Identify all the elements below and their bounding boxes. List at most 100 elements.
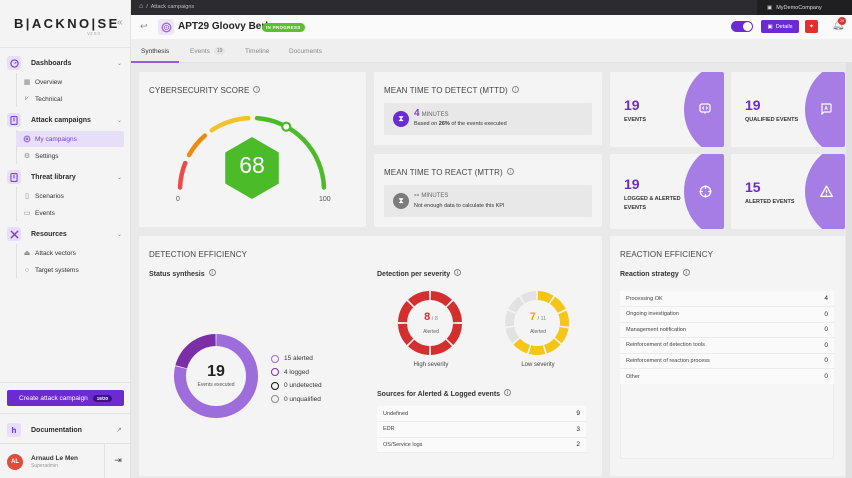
documentation-link[interactable]: h Documentation ↗	[7, 422, 125, 438]
legend-item-undetected[interactable]: 0 undetected	[271, 379, 322, 393]
severity-slice-alerted[interactable]	[398, 301, 414, 323]
table-row: Undefined 9	[377, 406, 586, 422]
sidebar-section-dashboards[interactable]: Dashboards ⌄	[7, 55, 125, 71]
sidebar-item-technical[interactable]: ⩗ Technical	[16, 91, 124, 107]
crosshair-icon	[698, 184, 712, 198]
severity-slice-alerted[interactable]	[544, 338, 561, 354]
logout-icon[interactable]: ⇥	[104, 443, 131, 478]
detection-per-severity-title: Detection per severity i	[377, 269, 462, 278]
sidebar-item-settings[interactable]: ⚙ Settings	[16, 148, 124, 164]
company-selector[interactable]: ▣ MyDemoCompany	[757, 0, 852, 15]
info-icon[interactable]: i	[208, 269, 216, 276]
info-icon[interactable]: i	[454, 269, 462, 276]
chevron-down-icon[interactable]: ⌄	[116, 174, 122, 181]
legend-ring-icon	[271, 395, 279, 404]
breadcrumb-attack-campaigns[interactable]: Attack campaigns	[150, 3, 195, 10]
scrollbar[interactable]	[846, 63, 852, 478]
info-icon[interactable]: i	[253, 86, 261, 93]
severity-slice-alerted[interactable]	[446, 323, 462, 345]
severity-slice-alerted[interactable]	[430, 291, 452, 307]
create-attack-campaign-button[interactable]: Create attack campaign 19/20	[7, 390, 124, 406]
sidebar-item-scenarios[interactable]: ▯ Scenarios	[16, 188, 124, 204]
tab-documents[interactable]: Documents	[289, 39, 322, 63]
stat-label: QUALIFIED EVENTS	[745, 117, 799, 123]
sidebar-item-events[interactable]: ▭ Events	[16, 205, 124, 221]
severity-slice-alerted[interactable]	[408, 339, 430, 355]
severity-slice-alerted[interactable]	[446, 301, 462, 323]
logo[interactable]: B|ACKNO|SE	[14, 16, 120, 31]
sidebar-section-resources[interactable]: Resources ⌄	[7, 226, 125, 242]
tab-events[interactable]: Events 19	[190, 39, 226, 63]
legend-ring-icon	[271, 381, 279, 390]
severity-slice-not-alerted[interactable]	[505, 326, 520, 344]
sidebar-item-my-campaigns[interactable]: My campaigns	[16, 131, 124, 147]
severity-slice-alerted[interactable]	[554, 326, 569, 344]
low-severity-donut	[505, 291, 569, 355]
subtitle-text: Status synthesis	[149, 271, 205, 278]
stat-card-events[interactable]: 19 EVENTS	[610, 72, 724, 147]
low-severity-count: 7 / 11	[508, 311, 568, 323]
severity-slice-alerted[interactable]	[528, 345, 546, 355]
campaign-quota-badge: 19/20	[92, 394, 112, 402]
notifications-button[interactable]: 🔔︎ 20	[832, 17, 846, 31]
sidebar-section-threat-library[interactable]: Threat library ⌄	[7, 169, 125, 185]
severity-slice-alerted[interactable]	[398, 323, 414, 345]
severity-slice-alerted[interactable]	[537, 291, 554, 304]
chevron-down-icon[interactable]: ⌄	[116, 117, 122, 124]
notification-count: 20	[838, 17, 846, 25]
gauge-segment-orange	[186, 133, 208, 158]
details-button[interactable]: ▣ Details	[761, 20, 799, 33]
card-title: CYBERSECURITY SCORE i	[149, 86, 261, 95]
chevron-down-icon[interactable]: ⌄	[116, 60, 122, 67]
severity-label: High severity	[413, 362, 449, 368]
status-legend: 15 alerted 4 logged 0 undetected 0 unqua…	[271, 352, 322, 406]
sidebar-item-label: Overview	[35, 78, 63, 86]
stat-card-logged-alerted[interactable]: 19 LOGGED & ALERTED EVENTS	[610, 154, 724, 229]
severity-slice-alerted[interactable]	[550, 296, 566, 313]
donut-slice-logged[interactable]	[175, 334, 216, 369]
severity-slice-alerted[interactable]	[408, 291, 430, 307]
desc-percent: 26%	[438, 121, 450, 127]
legend-item-logged[interactable]: 4 logged	[271, 366, 322, 380]
back-icon[interactable]: ↩	[140, 21, 148, 31]
stat-card-alerted-events[interactable]: 15 ALERTED EVENTS	[731, 154, 845, 229]
sidebar-item-label: Settings	[35, 152, 59, 160]
high-severity-donut	[398, 291, 462, 355]
sources-table: Undefined 9 EDR 3 OS/Service logs 2	[377, 406, 586, 453]
severity-slice-not-alerted[interactable]	[520, 291, 537, 304]
double-chevron-left-icon[interactable]: «	[117, 17, 123, 28]
sidebar-section-attack-campaigns[interactable]: Attack campaigns ⌄	[7, 112, 125, 128]
card-title-text: MEAN TIME TO REACT (MTTR)	[384, 168, 503, 177]
tab-synthesis[interactable]: Synthesis	[130, 39, 180, 63]
info-icon[interactable]: i	[682, 269, 690, 276]
stat-card-qualified-events[interactable]: 19 QUALIFIED EVENTS A	[731, 72, 845, 147]
sidebar-section-label: Dashboards	[31, 59, 72, 67]
sidebar-item-overview[interactable]: ▦ Overview	[16, 74, 124, 90]
user-profile[interactable]: AL Arnaud Le Men Superadmin	[7, 451, 107, 473]
severity-slice-alerted[interactable]	[558, 310, 569, 327]
legend-ring-icon	[271, 354, 279, 363]
view-toggle[interactable]	[731, 21, 753, 32]
severity-total: / 11	[537, 316, 547, 322]
reaction-label: Processing OK	[620, 291, 804, 307]
severity-slice-alerted[interactable]	[513, 338, 530, 354]
severity-slice-not-alerted[interactable]	[508, 296, 524, 313]
tab-timeline[interactable]: Timeline	[245, 39, 269, 63]
status-donut-chart	[174, 334, 258, 418]
info-icon[interactable]: i	[504, 389, 512, 396]
info-icon[interactable]: i	[506, 168, 514, 175]
legend-item-alerted[interactable]: 15 alerted	[271, 352, 322, 366]
tools-icon	[7, 227, 21, 241]
severity-slice-not-alerted[interactable]	[505, 310, 516, 327]
sidebar-item-target-systems[interactable]: ○ Target systems	[16, 262, 124, 278]
info-icon[interactable]: i	[511, 86, 519, 93]
sidebar-item-attack-vectors[interactable]: ⏏ Attack vectors	[16, 245, 124, 261]
book-icon	[7, 113, 21, 127]
home-icon[interactable]: ⌂	[139, 3, 144, 10]
table-row: Reinforcement of detection tools 0	[620, 337, 834, 354]
severity-slice-alerted[interactable]	[430, 339, 452, 355]
chevron-down-icon[interactable]: ⌄	[116, 231, 122, 238]
legend-item-unqualified[interactable]: 0 unqualified	[271, 393, 322, 407]
message-icon: ▭	[23, 210, 31, 217]
attack-path-button[interactable]: ✦	[805, 20, 818, 33]
